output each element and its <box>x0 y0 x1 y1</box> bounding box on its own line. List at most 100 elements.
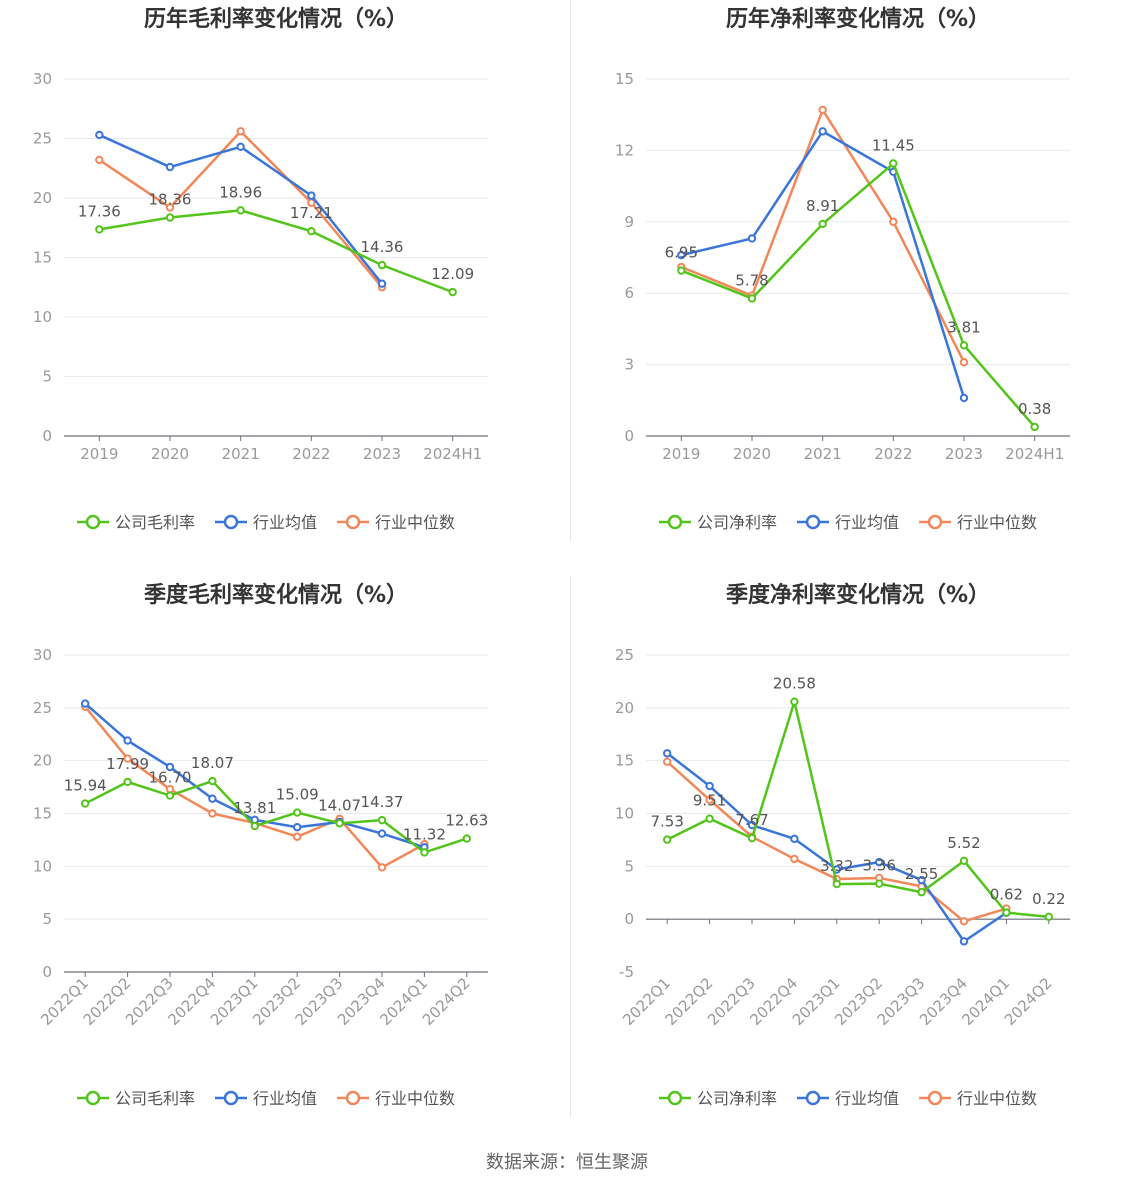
vertical-divider-top <box>570 0 571 542</box>
chart-title: 历年毛利率变化情况（%） <box>144 6 408 32</box>
y-tick-label: 10 <box>33 857 52 875</box>
data-point-company <box>959 341 969 350</box>
y-tick-label: 5 <box>42 368 52 386</box>
data-point-industry_mean <box>165 162 175 172</box>
data-label: 18.96 <box>219 183 262 201</box>
x-tick-label: 2024H1 <box>423 445 482 463</box>
source-note: 数据来源：恒生聚源 <box>486 1152 648 1173</box>
legend-marker <box>927 1090 943 1106</box>
y-tick-label: 15 <box>615 752 634 770</box>
data-label: 5.52 <box>947 834 980 852</box>
data-point-industry_mean <box>307 191 316 200</box>
data-point-industry_median <box>208 809 217 818</box>
data-point-industry_median <box>95 155 104 165</box>
data-point-company <box>420 848 429 857</box>
data-label: 2.55 <box>905 865 938 883</box>
legend-label: 行业中位数 <box>957 513 1037 532</box>
data-label: 0.62 <box>990 886 1023 904</box>
y-tick-label: 0 <box>42 427 52 445</box>
y-tick-label: 6 <box>624 284 634 302</box>
y-tick-label: 3 <box>624 356 634 374</box>
data-label: 0.22 <box>1032 890 1065 908</box>
legend-label: 行业中位数 <box>375 1089 455 1108</box>
x-tick-label: 2021 <box>222 445 260 463</box>
legend-item-industry_median[interactable]: 行业中位数 <box>919 1089 1037 1108</box>
data-point-company <box>832 879 841 889</box>
legend-item-company[interactable]: 公司净利率 <box>659 513 777 532</box>
series-line-industry_median <box>84 705 426 869</box>
series-line-company <box>84 779 468 854</box>
data-point-industry_mean <box>95 130 104 140</box>
data-point-industry_mean <box>81 699 90 708</box>
data-point-industry_mean <box>818 127 827 136</box>
data-point-company <box>95 225 104 234</box>
x-tick-label: 2024Q2 <box>1001 974 1056 1029</box>
series-line-company <box>99 209 454 294</box>
legend-item-industry_median[interactable]: 行业中位数 <box>919 513 1037 532</box>
data-label: 9.51 <box>693 792 726 810</box>
data-label: 20.58 <box>773 675 816 693</box>
data-point-company <box>293 808 302 817</box>
data-point-industry_mean <box>790 834 799 844</box>
legend-marker <box>345 1090 361 1106</box>
data-point-company <box>1030 422 1039 432</box>
data-label: 14.36 <box>361 238 404 256</box>
legend-item-industry_mean[interactable]: 行业均值 <box>215 1089 317 1108</box>
data-label: 0.38 <box>1018 400 1051 418</box>
y-tick-label: 25 <box>615 646 634 664</box>
data-point-industry_mean <box>959 937 969 946</box>
data-point-industry_mean <box>123 736 132 745</box>
data-point-company <box>462 834 471 843</box>
x-tick-label: 2022 <box>874 445 912 463</box>
data-label: 16.70 <box>149 769 192 787</box>
y-tick-label: 0 <box>42 963 52 981</box>
legend-marker <box>805 514 821 530</box>
data-label: 7.67 <box>735 811 768 829</box>
chart-title: 季度毛利率变化情况（%） <box>144 582 408 608</box>
legend-item-industry_median[interactable]: 行业中位数 <box>337 1089 455 1108</box>
data-point-industry_mean <box>208 794 217 803</box>
data-point-industry_median <box>790 854 799 864</box>
y-tick-label: -5 <box>619 963 634 981</box>
x-tick-label: 2019 <box>662 445 700 463</box>
legend-item-industry_mean[interactable]: 行业均值 <box>797 513 899 532</box>
x-tick-label: 2019 <box>80 445 118 463</box>
data-point-industry_mean <box>293 823 302 832</box>
data-point-company <box>1044 912 1054 922</box>
data-point-industry_median <box>818 105 827 115</box>
legend-item-industry_mean[interactable]: 行业均值 <box>215 513 317 532</box>
data-point-industry_median <box>236 127 245 136</box>
data-label: 5.78 <box>735 271 768 289</box>
legend-marker <box>927 514 943 530</box>
data-point-company <box>123 777 132 787</box>
data-point-company <box>677 266 686 275</box>
y-tick-label: 0 <box>624 910 634 928</box>
series-line-company <box>666 700 1049 919</box>
legend-item-company[interactable]: 公司毛利率 <box>77 513 195 532</box>
series-line-company <box>680 162 1036 428</box>
legend-item-company[interactable]: 公司毛利率 <box>77 1089 195 1108</box>
data-point-industry_mean <box>917 875 926 885</box>
legend-item-company[interactable]: 公司净利率 <box>659 1089 777 1108</box>
data-point-industry_median <box>889 217 898 227</box>
data-point-industry_mean <box>677 250 686 260</box>
data-point-company <box>917 888 926 897</box>
data-point-company <box>747 294 757 303</box>
data-label: 17.99 <box>106 755 149 773</box>
chart-annual-gross: 历年毛利率变化情况（%） 0 5 10 15 20 25 30 2019 2020 2021 2022… <box>33 6 488 532</box>
legend-item-industry_mean[interactable]: 行业均值 <box>797 1089 899 1108</box>
data-point-industry_median <box>293 832 302 841</box>
data-label: 17.36 <box>78 202 121 220</box>
data-point-company <box>236 206 245 215</box>
legend-item-industry_median[interactable]: 行业中位数 <box>337 513 455 532</box>
y-tick-label: 20 <box>615 699 634 717</box>
data-point-company <box>889 159 898 168</box>
data-label: 18.36 <box>149 191 192 209</box>
data-label: 18.07 <box>191 754 234 772</box>
legend-label: 行业中位数 <box>957 1089 1037 1108</box>
data-label: 14.07 <box>318 796 361 814</box>
data-point-industry_mean <box>663 749 672 758</box>
legend-label: 公司净利率 <box>697 1089 777 1108</box>
legend-marker <box>223 514 239 530</box>
